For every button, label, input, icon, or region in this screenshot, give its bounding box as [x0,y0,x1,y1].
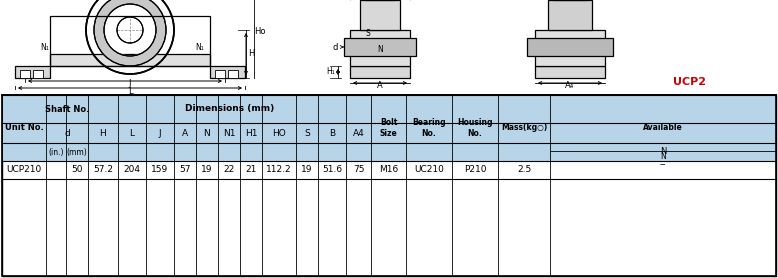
Text: N: N [204,128,210,138]
Text: S: S [304,128,310,138]
Polygon shape [94,0,166,66]
Text: H: H [100,128,107,138]
Bar [2,143,776,161]
Bar [344,38,416,56]
Text: (in.): (in.) [48,148,64,157]
Bar [210,66,245,78]
Text: 2.5: 2.5 [517,165,531,175]
Text: Available: Available [643,123,683,133]
Bar [535,30,605,66]
Text: N1: N1 [223,128,235,138]
Text: Bolt
Size: Bolt Size [380,118,398,138]
Text: 57.2: 57.2 [93,165,113,175]
Text: 51.6: 51.6 [322,165,342,175]
Bar [33,70,43,78]
Text: d: d [332,43,338,51]
Text: Shaft No.: Shaft No. [45,105,89,113]
Bar [2,95,776,276]
Text: J: J [159,128,161,138]
Bar [215,70,225,78]
Bar [15,66,50,78]
Text: B: B [329,128,335,138]
Bar [2,95,776,276]
Bar [2,95,776,123]
Bar [2,123,776,143]
Text: 57: 57 [179,165,191,175]
Bar [527,38,613,56]
Text: A₄: A₄ [566,81,575,91]
Text: A: A [377,81,383,91]
Text: HO: HO [272,128,286,138]
Text: Bearing
No.: Bearing No. [412,118,446,138]
Text: UCP210: UCP210 [6,165,42,175]
Text: N: N [660,148,666,157]
Text: A: A [182,128,188,138]
Text: Dimensions (mm): Dimensions (mm) [185,105,274,113]
Text: Mass(kg○): Mass(kg○) [501,123,547,133]
Bar [228,70,238,78]
Text: 19: 19 [202,165,212,175]
Text: Housing
No.: Housing No. [457,118,492,138]
Text: 159: 159 [152,165,169,175]
Text: H1: H1 [245,128,258,138]
Text: N: N [377,46,383,54]
Text: M16: M16 [379,165,398,175]
Bar [548,0,592,30]
Text: N₁: N₁ [195,43,205,53]
Bar [360,0,400,30]
Text: H₁: H₁ [327,68,335,76]
Text: L: L [128,86,132,96]
Text: N: N [660,152,666,161]
Bar [50,16,210,66]
Text: Ho: Ho [254,28,266,36]
Text: UCP2: UCP2 [674,77,706,87]
Text: 112.2: 112.2 [266,165,292,175]
Text: 75: 75 [352,165,364,175]
Text: P210: P210 [464,165,486,175]
Bar [535,66,605,78]
Text: (mm): (mm) [67,148,87,157]
Text: 19: 19 [301,165,313,175]
Text: S: S [366,29,370,38]
Text: Unit No.: Unit No. [5,123,44,133]
Text: --: -- [660,161,666,170]
Text: 21: 21 [245,165,257,175]
Bar [20,70,30,78]
Bar [350,30,410,66]
Text: 50: 50 [72,165,82,175]
Text: L: L [129,128,135,138]
Text: UC210: UC210 [414,165,444,175]
Text: A4: A4 [352,128,364,138]
Text: 204: 204 [124,165,141,175]
Text: J: J [128,80,131,88]
Bar [50,54,210,66]
Text: H: H [248,49,254,58]
Text: 22: 22 [223,165,235,175]
Text: d: d [64,128,70,138]
Bar [350,66,410,78]
Text: N₁: N₁ [40,43,49,53]
